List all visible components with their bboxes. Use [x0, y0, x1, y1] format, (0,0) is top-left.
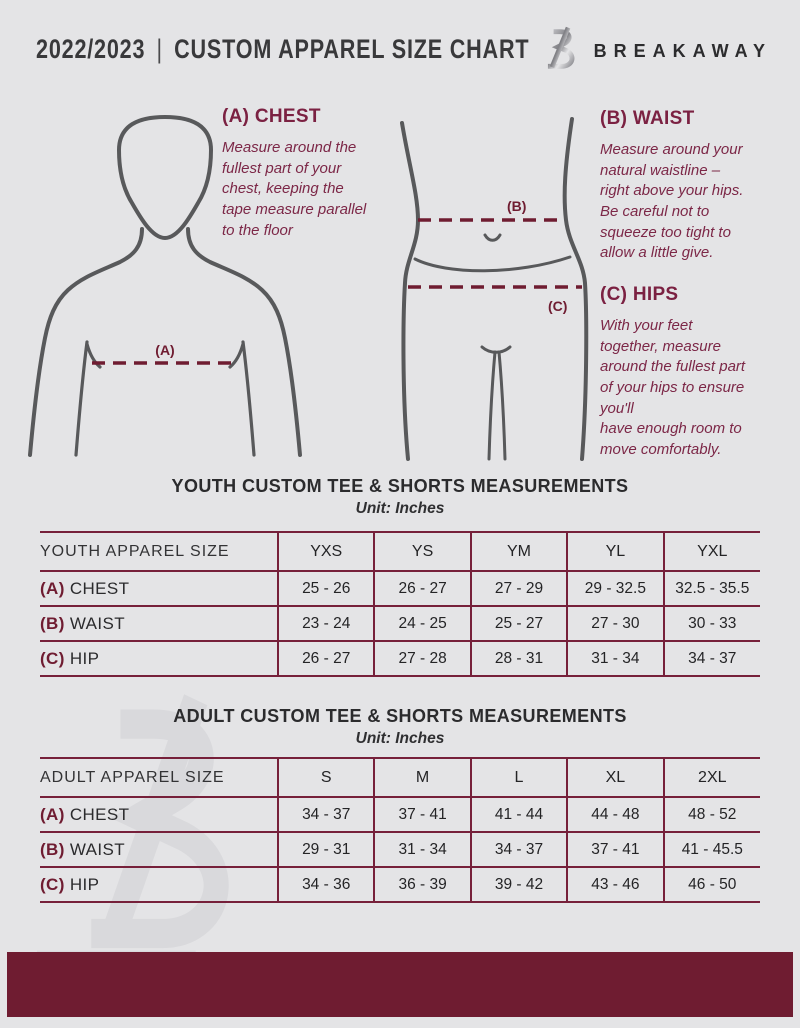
- measurement-cell: 41 - 45.5: [662, 832, 760, 867]
- size-header-cell: YOUTH APPAREL SIZE: [40, 542, 230, 560]
- brand-block: BREAKAWAY: [533, 26, 772, 76]
- row-marker: (A): [40, 804, 65, 824]
- footer-bar: [7, 952, 793, 1017]
- row-marker: (B): [40, 839, 65, 859]
- waist-guide-heading: (B) WAIST: [600, 108, 695, 129]
- size-column-header: YXL: [662, 532, 760, 571]
- measurement-cell: 28 - 31: [469, 641, 568, 676]
- chest-marker-label: (A): [155, 342, 174, 358]
- measurement-cell: 46 - 50: [662, 867, 760, 902]
- row-marker: (C): [40, 874, 65, 894]
- chest-guide-heading: (A) CHEST: [222, 106, 321, 127]
- table-row: (B) WAIST 23 - 24 24 - 25 25 - 27 27 - 30 30 -…: [40, 606, 760, 641]
- year-range: 2022/2023: [36, 34, 146, 64]
- measurement-cell: 37 - 41: [566, 832, 664, 867]
- table-header-row: YOUTH APPAREL SIZE YXS YS YM YL YXL: [40, 532, 760, 571]
- waist-guide-text: Measure around your natural waistline – …: [600, 141, 744, 262]
- measurement-cell: 34 - 37: [469, 832, 568, 867]
- document-title: 2022/2023 | CUSTOM APPAREL SIZE CHART: [36, 34, 529, 65]
- measurement-cell: 27 - 28: [373, 641, 471, 676]
- measurement-cell: 36 - 39: [373, 867, 471, 902]
- youth-section-title: YOUTH CUSTOM TEE & SHORTS MEASUREMENTS: [171, 476, 629, 496]
- table-row: (B) WAIST 29 - 31 31 - 34 34 - 37 37 - 41 41 -…: [40, 832, 760, 867]
- size-column-header: S: [276, 758, 375, 797]
- measurement-cell: 23 - 24: [276, 606, 375, 641]
- waist-marker-label: (B): [507, 198, 526, 214]
- size-column-header: YM: [469, 532, 568, 571]
- table-row: (A) CHEST 25 - 26 26 - 27 27 - 29 29 - 32.5 32…: [40, 571, 760, 606]
- table-row: (C) HIP 26 - 27 27 - 28 28 - 31 31 - 34 34 - 3…: [40, 641, 760, 676]
- row-marker: (B): [40, 613, 65, 633]
- row-label: (A) CHEST: [40, 578, 130, 598]
- measurement-cell: 34 - 37: [276, 797, 375, 832]
- breakaway-logo-icon: [537, 26, 575, 74]
- measurement-cell: 43 - 46: [566, 867, 664, 902]
- row-label: (C) HIP: [40, 648, 100, 668]
- measurement-cell: 26 - 27: [276, 641, 375, 676]
- row-label: (B) WAIST: [40, 613, 126, 633]
- table-row: (C) HIP 34 - 36 36 - 39 39 - 42 43 - 46 46 - 5…: [40, 867, 760, 902]
- measurement-cell: 32.5 - 35.5: [662, 571, 760, 606]
- page-title: CUSTOM APPAREL SIZE CHART: [174, 34, 530, 64]
- hips-guide-text: With your feet together, measure around …: [600, 317, 746, 459]
- youth-unit-label: Unit: Inches: [355, 500, 445, 517]
- measurement-cell: 25 - 26: [276, 571, 375, 606]
- measurement-cell: 30 - 33: [662, 606, 760, 641]
- row-label: (B) WAIST: [40, 839, 126, 859]
- table-header-row: ADULT APPAREL SIZE S M L XL 2XL: [40, 758, 760, 797]
- size-column-header: 2XL: [662, 758, 760, 797]
- title-separator: |: [156, 34, 163, 64]
- measurement-cell: 29 - 31: [276, 832, 375, 867]
- measurement-cell: 34 - 36: [276, 867, 375, 902]
- measurement-cell: 27 - 29: [469, 571, 568, 606]
- measurement-cell: 31 - 34: [566, 641, 664, 676]
- measurement-cell: 48 - 52: [662, 797, 760, 832]
- size-column-header: YL: [566, 532, 664, 571]
- brand-name: BREAKAWAY: [593, 40, 772, 61]
- adult-unit-label: Unit: Inches: [355, 730, 445, 747]
- row-label: (A) CHEST: [40, 804, 130, 824]
- size-column-header: XL: [566, 758, 664, 797]
- size-column-header: L: [469, 758, 568, 797]
- measurement-cell: 39 - 42: [469, 867, 568, 902]
- adult-size-table: ADULT APPAREL SIZE S M L XL 2XL (A) CHEST 34 - 3…: [40, 757, 760, 903]
- measurement-cell: 37 - 41: [373, 797, 471, 832]
- youth-size-table: YOUTH APPAREL SIZE YXS YS YM YL YXL (A) CHEST 25…: [40, 531, 760, 677]
- measurement-cell: 29 - 32.5: [566, 571, 664, 606]
- row-marker: (C): [40, 648, 65, 668]
- measurement-cell: 27 - 30: [566, 606, 664, 641]
- measurement-cell: 34 - 37: [662, 641, 760, 676]
- size-header-cell: ADULT APPAREL SIZE: [40, 768, 225, 786]
- row-marker: (A): [40, 578, 65, 598]
- measurement-cell: 26 - 27: [373, 571, 471, 606]
- hip-marker-label: (C): [548, 298, 567, 314]
- hips-guide-heading: (C) HIPS: [600, 284, 679, 305]
- measurement-cell: 24 - 25: [373, 606, 471, 641]
- table-row: (A) CHEST 34 - 37 37 - 41 41 - 44 44 - 48 48 -…: [40, 797, 760, 832]
- size-column-header: YS: [373, 532, 471, 571]
- row-label: (C) HIP: [40, 874, 100, 894]
- upper-body-figure: (A): [28, 114, 302, 457]
- measurement-cell: 25 - 27: [469, 606, 568, 641]
- measurement-cell: 41 - 44: [469, 797, 568, 832]
- adult-section-title: ADULT CUSTOM TEE & SHORTS MEASUREMENTS: [173, 706, 627, 726]
- size-column-header: YXS: [276, 532, 375, 571]
- chest-guide-text: Measure around the fullest part of your …: [222, 139, 367, 239]
- measurement-cell: 31 - 34: [373, 832, 471, 867]
- size-column-header: M: [373, 758, 471, 797]
- measurement-cell: 44 - 48: [566, 797, 664, 832]
- lower-body-figure: (B) (C): [400, 117, 589, 461]
